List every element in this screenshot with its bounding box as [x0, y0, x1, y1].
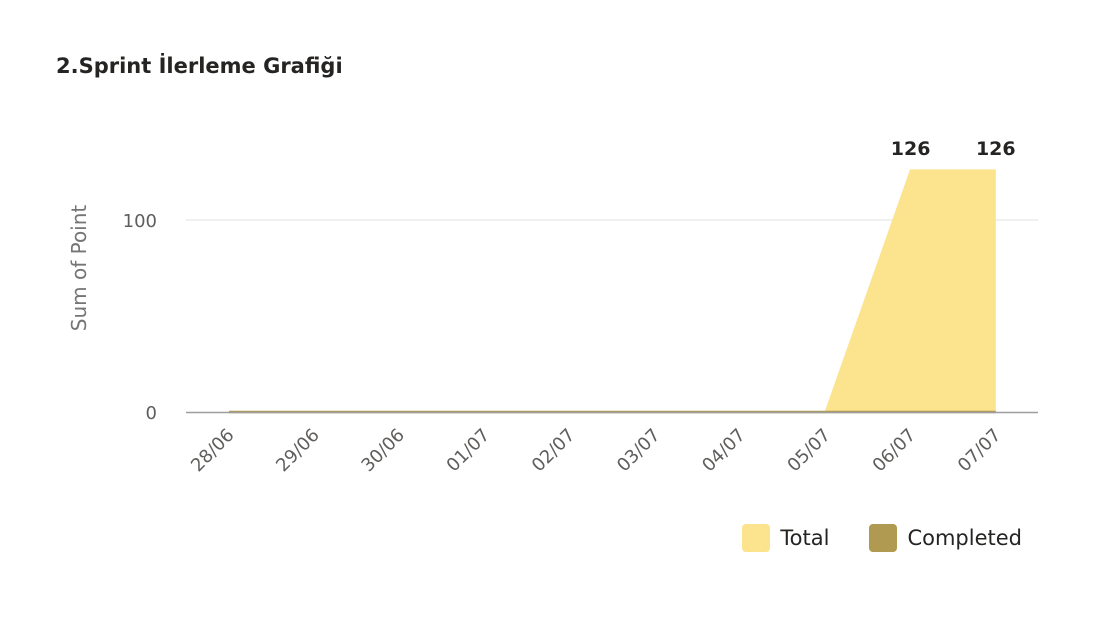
x-tick-label-30-06: 30/06 — [357, 425, 409, 477]
data-label-07-07: 126 — [976, 138, 1016, 160]
x-tick-label-04-07: 04/07 — [698, 425, 750, 477]
y-tick-label-0: 0 — [146, 403, 157, 424]
legend-swatch-total — [742, 524, 771, 552]
chart-title: 2.Sprint İlerleme Grafiği — [56, 54, 343, 78]
area-total — [229, 170, 996, 412]
x-tick-label-29-06: 29/06 — [272, 425, 324, 477]
legend-item-total[interactable]: Total — [742, 524, 829, 552]
y-tick-label-100: 100 — [123, 211, 157, 232]
x-tick-label-03-07: 03/07 — [613, 425, 665, 477]
x-tick-label-06-07: 06/07 — [869, 425, 921, 477]
x-tick-label-07-07: 07/07 — [954, 425, 1006, 477]
y-axis-title: Sum of Point — [67, 205, 91, 332]
legend-label-total: Total — [780, 526, 830, 550]
x-tick-label-28-06: 28/06 — [187, 425, 239, 477]
legend: Total Completed — [702, 524, 1022, 552]
legend-label-completed: Completed — [907, 526, 1022, 550]
legend-item-completed[interactable]: Completed — [869, 524, 1022, 552]
legend-swatch-completed — [869, 524, 898, 552]
x-tick-label-01-07: 01/07 — [443, 425, 495, 477]
data-label-06-07: 126 — [891, 138, 931, 160]
x-tick-label-02-07: 02/07 — [528, 425, 580, 477]
x-tick-label-05-07: 05/07 — [783, 425, 835, 477]
